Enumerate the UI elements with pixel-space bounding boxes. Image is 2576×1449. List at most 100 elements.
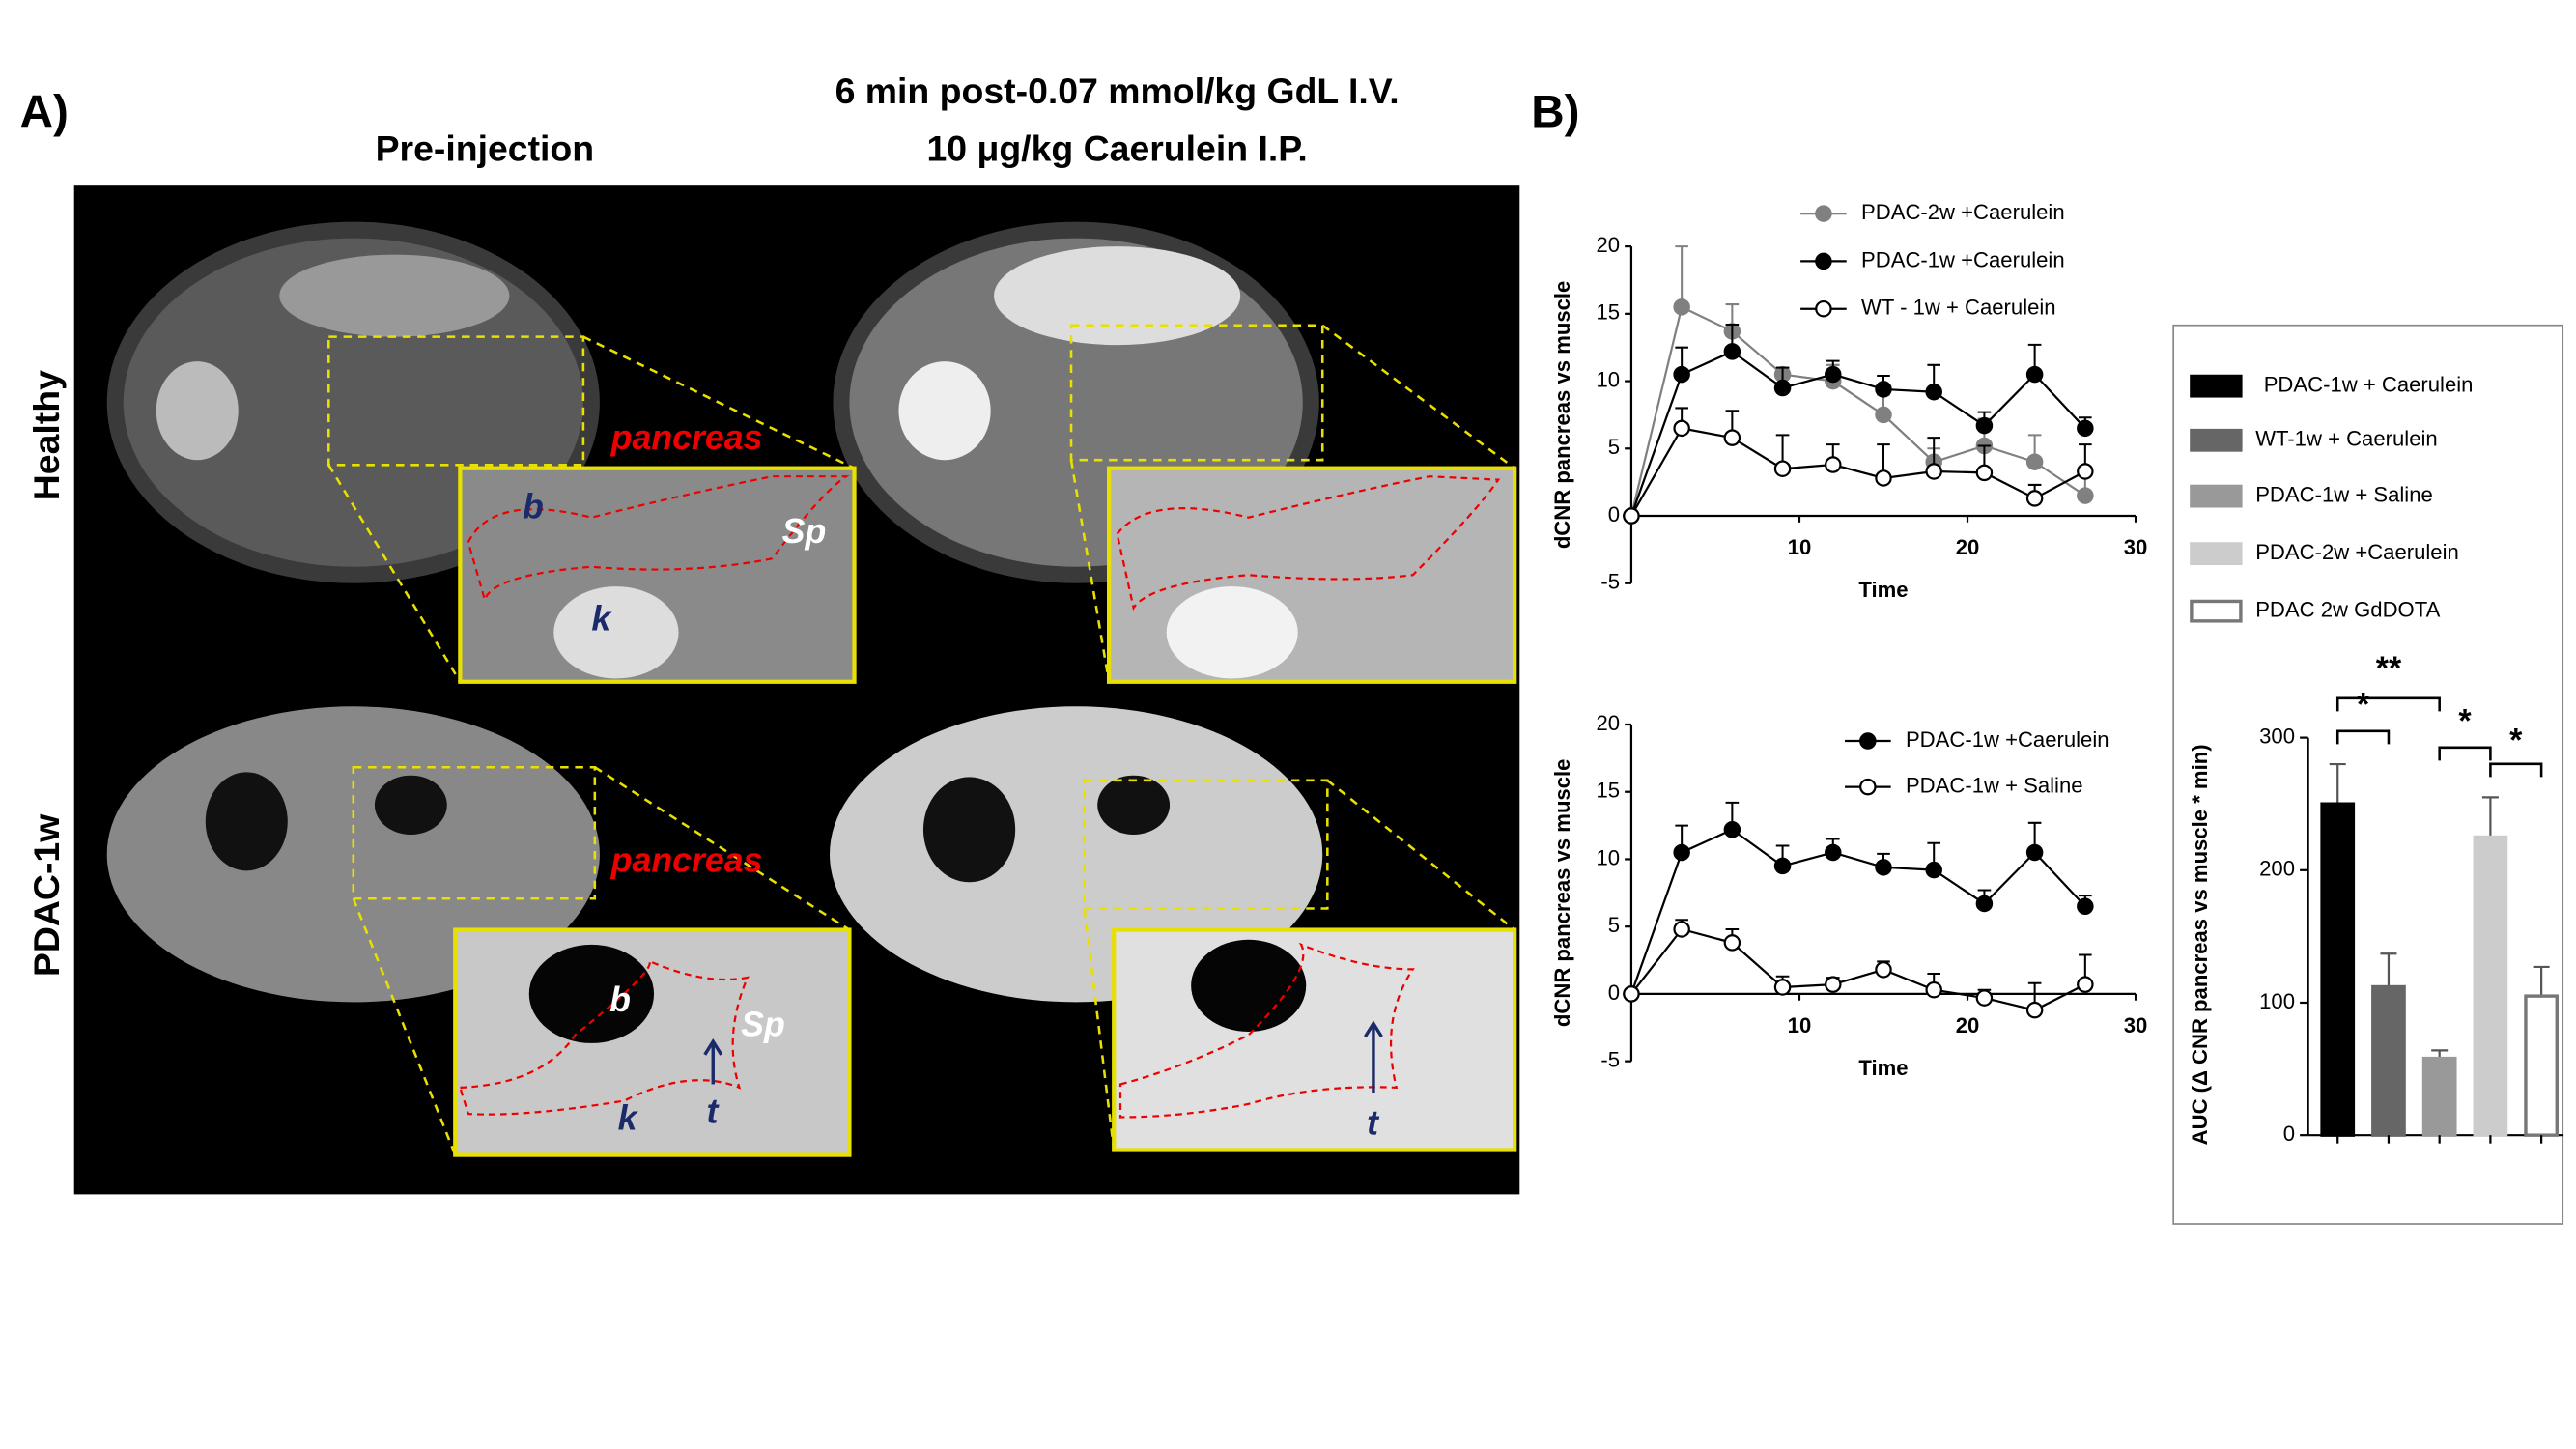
x-axis-label: Time [1858,578,1908,602]
y-axis-label: dCNR pancreas vs muscle [1550,759,1574,1028]
marker [2025,843,2044,862]
legend-label: PDAC-1w + Saline [1906,773,2083,797]
legend-label: PDAC-1w +Caerulein [1906,727,2109,752]
marker [2077,487,2094,504]
significance-bracket [2438,746,2492,761]
y-tick-label: 200 [2259,857,2295,881]
marker [2077,897,2094,916]
series-line [1630,927,2086,1011]
legend-marker [1859,778,1877,796]
y-tick-label: 15 [1596,779,1620,803]
legend-swatch [2190,542,2243,566]
legend-swatch [2190,599,2243,623]
bar [2320,802,2356,1137]
organ [374,775,447,835]
marker [1623,507,1640,525]
marker [1825,976,1842,993]
zoom-region [327,324,1515,1156]
bar [2473,835,2508,1137]
annotation: t [706,1092,720,1130]
series-line [1629,305,2086,517]
marker [1975,416,1994,435]
legend-marker [1859,732,1877,750]
marker [1673,365,1690,384]
y-tick-label: 20 [1596,233,1620,257]
bar-chart-frame [2172,324,2564,1225]
legend-marker [1815,205,1832,222]
legend-swatch [2190,428,2243,452]
legend-label: PDAC-1w + Caerulein [2264,373,2474,397]
organ [553,586,679,679]
series-line [1629,350,2086,517]
organ [922,777,1016,883]
y-tick-label: 300 [2259,724,2295,748]
annotation: Sp [782,512,827,551]
organ [994,246,1241,346]
x-tick-label: 10 [1788,1013,1812,1037]
marker [2025,490,2044,507]
pancreas-outline [458,475,1501,1119]
annotation: pancreas [610,418,763,457]
x-tick-label: 20 [1956,1013,1980,1037]
y-tick-label: -5 [1600,1047,1620,1071]
marker [1723,343,1741,360]
legend-swatch [2190,484,2243,508]
marker [1925,980,1942,999]
significance-bracket [2335,729,2391,745]
significance-bracket [2489,762,2543,778]
bar [2524,994,2559,1137]
legend-swatch [2190,374,2243,398]
marker [1875,859,1892,876]
significance-label: ** [2376,650,2402,687]
marker [1773,379,1792,397]
annotation: k [591,599,612,638]
error-bar [1675,245,1688,307]
organ [1191,939,1307,1033]
marker [2025,365,2044,384]
significance-label: * [2357,686,2370,723]
legend-label: PDAC-1w + Saline [2255,482,2433,506]
annotation: pancreas [610,840,763,879]
legend-label: PDAC-1w +Caerulein [1861,247,2065,271]
significance-label: * [2458,702,2472,739]
marker [1925,861,1942,879]
marker [1875,381,1892,398]
marker [1673,921,1690,938]
organ [156,361,239,461]
marker [1925,383,1942,401]
error-bar [2533,965,2550,997]
organ [1097,775,1171,835]
legend-label: WT - 1w + Caerulein [1861,296,2056,320]
y-tick-label: -5 [1600,570,1620,594]
y-tick-label: 5 [1608,913,1620,937]
marker [1623,985,1640,1003]
marker [1975,895,1994,913]
column-header: 6 min post-0.07 mmol/kg GdL I.V. [835,71,1400,111]
marker [2077,976,2094,993]
organ [528,944,655,1043]
y-tick-label: 20 [1596,711,1620,735]
y-tick-label: 0 [1608,980,1620,1005]
marker [1975,989,1994,1007]
marker [1925,463,1942,480]
x-tick-label: 20 [1956,535,1980,559]
significance-bracket [2335,696,2441,712]
error-bar [2481,796,2499,838]
panel-label: A) [20,87,69,138]
marker [1723,821,1741,838]
y-axis-label: dCNR pancreas vs muscle [1550,281,1574,550]
marker [1723,429,1741,446]
marker [1875,469,1892,487]
marker [1825,365,1842,384]
legend-label: PDAC 2w GdDOTA [2255,597,2440,621]
error-bar [2329,762,2346,805]
legend-marker [1815,252,1832,270]
mri-panel: pancreas b Sp k pancreas b Sp k t t [73,185,1520,1195]
marker [1723,934,1741,952]
annotation: b [609,980,631,1019]
y-tick-label: 15 [1596,300,1620,325]
column-header: 10 μg/kg Caerulein I.P. [926,128,1307,168]
x-axis-label: Time [1858,1056,1908,1080]
annotation: b [523,488,544,526]
